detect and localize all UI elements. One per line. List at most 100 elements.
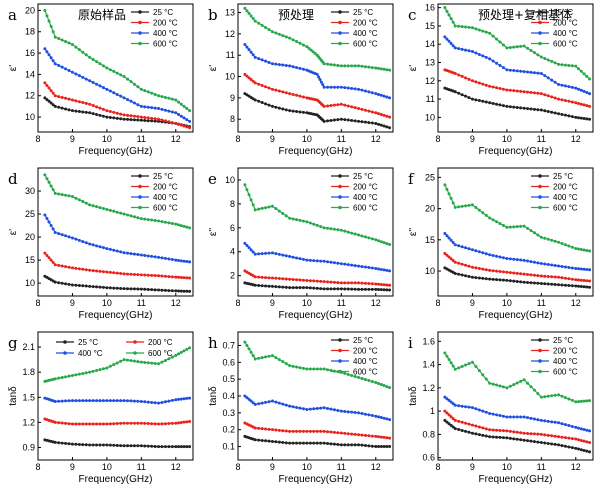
data-point: [481, 99, 485, 103]
y-tick-label: 11: [226, 50, 235, 60]
data-point: [177, 223, 181, 227]
data-point: [360, 281, 364, 285]
data-point: [267, 28, 271, 32]
data-point: [585, 74, 589, 78]
data-point: [157, 219, 161, 223]
data-point: [182, 420, 186, 424]
data-point: [385, 445, 389, 449]
data-point: [167, 120, 171, 124]
data-point: [374, 111, 378, 115]
series-line-1: [444, 419, 590, 453]
data-point: [301, 441, 305, 445]
data-point: [170, 258, 174, 262]
data-point: [574, 101, 578, 105]
data-point: [136, 115, 140, 119]
data-point: [488, 101, 492, 105]
data-point: [515, 225, 519, 229]
data-point: [305, 407, 309, 411]
data-point: [443, 395, 447, 399]
y-tick-label: 14: [25, 69, 35, 79]
data-point: [570, 245, 574, 249]
data-point: [49, 101, 53, 105]
data-point: [388, 243, 392, 247]
series-line-1: [44, 97, 190, 128]
data-point: [284, 63, 288, 67]
data-point: [532, 260, 536, 264]
legend-label: 25 °C: [553, 336, 573, 345]
y-tick-label: 4: [230, 247, 235, 257]
data-point: [563, 265, 567, 269]
data-point: [64, 107, 68, 111]
data-point: [326, 119, 330, 123]
data-point: [136, 444, 140, 448]
data-point: [270, 204, 274, 208]
data-point: [132, 399, 136, 403]
data-point: [550, 263, 554, 267]
data-point: [370, 287, 374, 291]
data-point: [298, 41, 302, 45]
data-point: [291, 405, 295, 409]
legend-marker: [63, 340, 67, 344]
data-point: [343, 86, 347, 90]
data-point: [170, 97, 174, 101]
data-point: [332, 227, 336, 231]
data-point: [588, 279, 592, 283]
data-point: [160, 107, 164, 111]
legend-label: 200 °C: [553, 183, 578, 192]
data-point: [119, 421, 123, 425]
data-point: [519, 69, 523, 73]
y-axis-label: ε': [408, 65, 419, 71]
data-point: [449, 400, 453, 404]
data-point: [298, 257, 302, 261]
series-line-3: [244, 44, 390, 99]
data-point: [257, 402, 261, 406]
data-point: [122, 113, 126, 117]
legend-marker: [338, 174, 342, 178]
data-point: [501, 385, 505, 389]
data-point: [43, 96, 47, 100]
data-point: [126, 77, 130, 81]
x-tick-label: 8: [235, 298, 240, 308]
data-point: [379, 240, 383, 244]
data-point: [267, 400, 271, 404]
data-point: [64, 282, 68, 286]
data-point: [91, 204, 95, 208]
data-point: [379, 435, 383, 439]
data-point: [267, 284, 271, 288]
data-point: [464, 421, 468, 425]
data-point: [579, 88, 583, 92]
data-point: [153, 422, 157, 426]
data-point: [570, 398, 574, 402]
data-point: [182, 349, 186, 353]
data-point: [363, 120, 367, 124]
x-tick-label: 10: [502, 134, 512, 144]
data-point: [257, 275, 261, 279]
x-tick-label: 11: [537, 298, 546, 308]
y-tick-label: 9: [230, 93, 235, 103]
data-point: [119, 211, 123, 215]
data-point: [567, 277, 571, 281]
data-point: [536, 233, 540, 237]
data-point: [295, 286, 299, 290]
data-point: [357, 443, 361, 447]
y-tick-label: 1.4: [422, 360, 435, 370]
data-point: [460, 245, 464, 249]
x-tick-label: 12: [371, 298, 381, 308]
data-point: [388, 436, 392, 440]
data-point: [512, 383, 516, 387]
data-point: [546, 58, 550, 62]
data-point: [177, 113, 181, 117]
data-point: [505, 386, 509, 390]
data-point: [143, 360, 147, 364]
data-point: [326, 280, 330, 284]
data-point: [326, 441, 330, 445]
legend-marker: [338, 41, 342, 46]
data-point: [150, 254, 154, 258]
data-point: [498, 428, 502, 432]
data-point: [488, 57, 492, 61]
y-tick-label: 20: [25, 232, 35, 242]
data-point: [112, 248, 116, 252]
data-point: [370, 237, 374, 241]
data-point: [98, 399, 102, 403]
data-point: [443, 6, 447, 10]
